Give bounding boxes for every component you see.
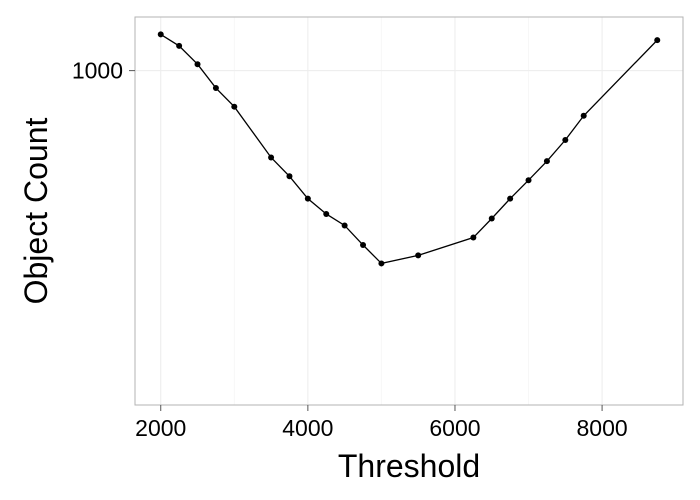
data-point (470, 234, 477, 241)
data-point (231, 103, 238, 110)
data-point (360, 242, 367, 249)
data-point (212, 85, 219, 92)
data-point (507, 195, 514, 202)
x-tick-label: 4000 (282, 415, 333, 441)
y-axis-title: Object Count (18, 118, 54, 305)
data-point (562, 137, 569, 144)
data-point (176, 42, 183, 49)
data-point (488, 215, 495, 222)
data-point (378, 260, 385, 267)
data-point (543, 158, 550, 165)
axis-ticks: 2000 4000 6000 8000 1000 (72, 58, 628, 441)
data-point (525, 177, 532, 184)
data-point (341, 222, 348, 229)
grid-lines (135, 17, 683, 405)
data-points (157, 31, 661, 267)
data-point (304, 195, 311, 202)
data-point (286, 173, 293, 180)
data-point (580, 112, 587, 119)
data-point (157, 31, 164, 38)
plot-panel-border (134, 16, 684, 406)
data-point (654, 37, 661, 44)
data-point (323, 210, 330, 217)
y-tick-label: 1000 (72, 58, 123, 84)
x-tick-label: 2000 (135, 415, 186, 441)
x-tick-label: 8000 (577, 415, 628, 441)
data-point (194, 61, 201, 68)
data-point (268, 154, 275, 161)
x-axis-title: Threshold (338, 448, 480, 484)
data-point (415, 252, 422, 259)
x-tick-label: 6000 (429, 415, 480, 441)
